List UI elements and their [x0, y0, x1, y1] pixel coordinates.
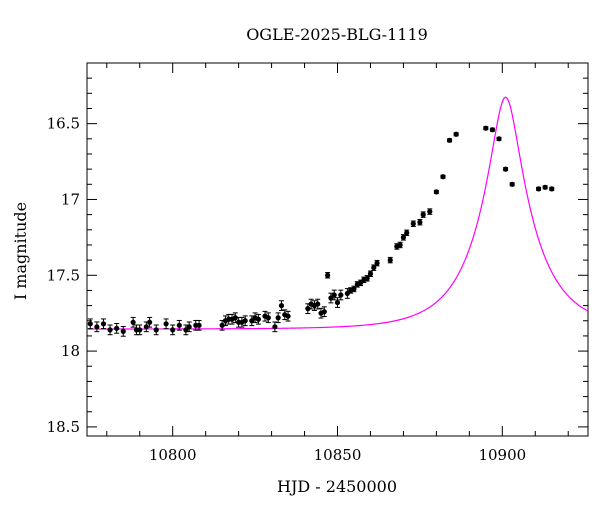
axis-ticks: [87, 62, 588, 436]
data-point: [305, 306, 311, 312]
data-point: [153, 327, 159, 333]
data-point: [232, 315, 238, 321]
data-point: [255, 316, 261, 322]
data-point: [502, 166, 509, 172]
data-point: [325, 272, 331, 278]
data-point: [367, 271, 374, 277]
data-point: [130, 319, 136, 325]
data-point: [535, 186, 542, 192]
data-point: [446, 137, 453, 143]
data-point: [357, 280, 364, 286]
data-point: [321, 309, 327, 315]
data-point: [114, 325, 120, 331]
data-point: [344, 290, 350, 297]
data-point: [100, 321, 107, 327]
data-point: [440, 174, 446, 180]
data-point: [542, 184, 548, 190]
data-point: [147, 319, 153, 325]
data-point: [275, 315, 281, 321]
data-point: [489, 127, 496, 133]
y-axis-label: I magnitude: [11, 202, 30, 300]
data-point: [137, 327, 143, 333]
data-point: [242, 318, 248, 324]
y-tick-label: 17: [61, 190, 80, 208]
data-point: [374, 260, 380, 266]
x-tick-label: 10800: [149, 446, 197, 464]
data-point: [453, 131, 459, 137]
data-point: [163, 321, 169, 327]
data-point: [400, 234, 407, 240]
observations-layer: [87, 125, 555, 337]
x-tick-label: 10850: [314, 446, 362, 464]
data-point: [483, 125, 489, 131]
data-point: [404, 230, 410, 236]
y-tick-label: 18: [61, 342, 80, 360]
data-point: [272, 324, 278, 330]
data-point: [420, 212, 426, 218]
x-tick-label: 10900: [478, 446, 526, 464]
data-point: [334, 299, 341, 306]
x-axis-label: HJD - 2450000: [277, 477, 397, 496]
data-point: [427, 208, 433, 215]
data-point: [509, 181, 515, 187]
data-point: [351, 286, 357, 292]
data-point: [433, 189, 439, 195]
data-point: [265, 315, 271, 321]
data-point: [364, 275, 370, 281]
tick-labels: 10800 10850 10900 16.5 17 17.5 18 18.5: [47, 115, 527, 464]
data-point: [183, 327, 189, 333]
data-point: [186, 324, 192, 330]
data-point: [176, 322, 182, 328]
data-point: [94, 324, 100, 330]
data-point: [107, 327, 113, 333]
data-point: [170, 327, 176, 333]
data-point: [397, 242, 403, 248]
data-point: [371, 265, 377, 271]
data-point: [120, 328, 126, 334]
y-tick-label: 16.5: [47, 115, 80, 133]
chart-title: OGLE-2025-BLG-1119: [246, 25, 428, 44]
data-point: [196, 322, 202, 328]
y-tick-label: 18.5: [47, 418, 80, 436]
data-point: [285, 313, 291, 319]
model-curve: [86, 96, 589, 330]
model-layer: [86, 96, 589, 330]
data-point: [278, 303, 285, 309]
data-point: [143, 324, 149, 330]
data-point: [328, 295, 334, 301]
data-point: [549, 186, 555, 192]
data-point: [338, 292, 344, 298]
data-point: [219, 322, 225, 328]
data-point: [417, 219, 423, 225]
data-point: [410, 221, 416, 227]
y-tick-label: 17.5: [47, 266, 80, 284]
data-point: [87, 321, 93, 327]
data-point: [315, 301, 321, 307]
data-point: [331, 292, 337, 298]
data-point: [496, 136, 502, 142]
data-point: [387, 257, 393, 263]
data-point: [249, 318, 255, 324]
